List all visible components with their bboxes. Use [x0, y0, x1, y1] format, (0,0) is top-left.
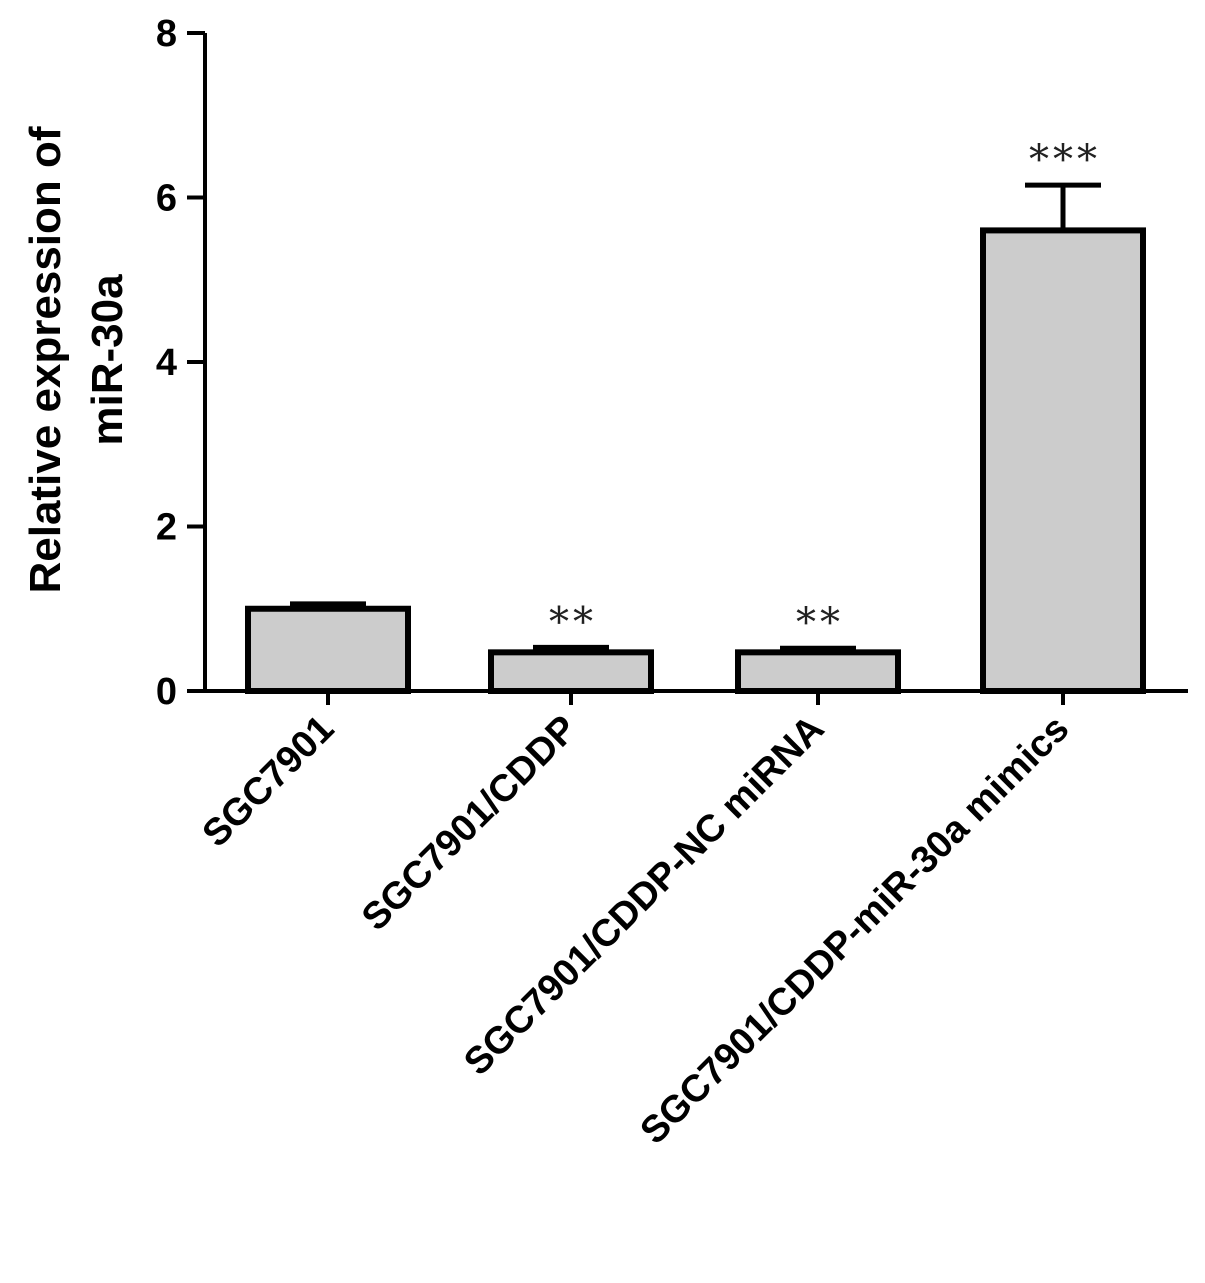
bar — [245, 605, 411, 694]
bar — [488, 649, 654, 695]
significance-marker: ** — [549, 599, 597, 645]
significance-markers: ** ***** — [549, 137, 1101, 646]
category-label: SGC7901/CDDP — [354, 708, 585, 939]
category-label: SGC7901 — [195, 708, 343, 856]
y-tick-label: 6 — [156, 178, 177, 220]
y-tick-label: 2 — [156, 507, 177, 549]
error-bars — [290, 182, 1101, 653]
significance-marker: ** — [796, 600, 844, 646]
y-axis-label: Relative expression of miR-30a — [21, 126, 132, 593]
bars — [245, 227, 1146, 695]
bar — [735, 649, 901, 695]
y-tick-label: 4 — [156, 342, 177, 384]
y-axis-label-line-2: miR-30a — [83, 274, 132, 446]
significance-marker: *** — [1029, 137, 1101, 183]
bar — [980, 227, 1146, 694]
category-label: SGC7901/CDDP-miR-30a mimics — [632, 708, 1077, 1153]
y-axis-label-line-1: Relative expression of — [21, 126, 70, 593]
y-ticks: 0 2 4 6 8 — [156, 13, 205, 713]
y-tick-label: 8 — [156, 13, 177, 55]
y-tick-label: 0 — [156, 671, 177, 713]
